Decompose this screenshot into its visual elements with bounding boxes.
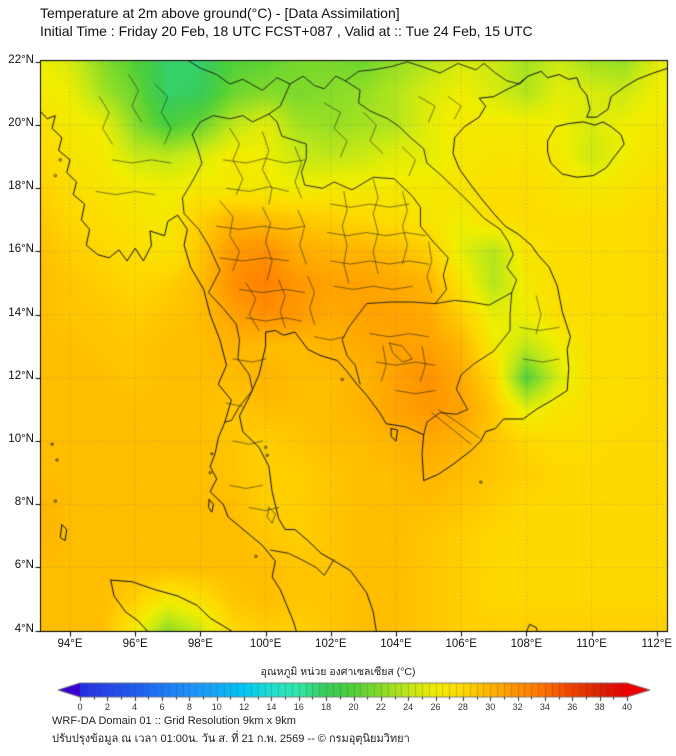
colorbar-title: อุณหภูมิ หน่วย องศาเซลเซียส (°C) [260, 666, 416, 678]
footer-update-info: ปรับปรุงข้อมูล ณ เวลา 01:00น. วัน ส. ที่… [52, 733, 410, 745]
figure-title: Temperature at 2m above ground(°C) - [Da… [40, 5, 400, 21]
figure-subtitle: Initial Time : Friday 20 Feb, 18 UTC FCS… [40, 23, 533, 39]
footer-domain-info: WRF-DA Domain 01 :: Grid Resolution 9km … [52, 715, 296, 727]
